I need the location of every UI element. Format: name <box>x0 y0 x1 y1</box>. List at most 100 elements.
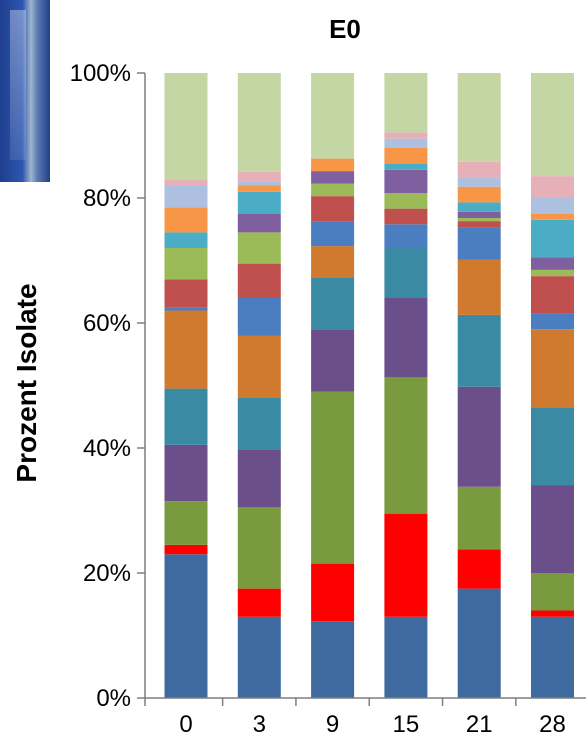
bar-segment-9-7 <box>311 221 355 247</box>
bar-segment-21-remainder <box>457 73 501 162</box>
bar-segment-9-10 <box>311 171 355 184</box>
bar-segment-3-9 <box>237 232 281 264</box>
y-axis-label: Prozent Isolate <box>11 283 42 482</box>
y-tick-label: 20% <box>83 560 131 587</box>
bar-segment-21-10 <box>457 211 501 218</box>
bar-segment-28-4 <box>531 485 574 573</box>
bar-segment-21-13 <box>457 177 501 187</box>
bar-segment-0-3 <box>164 501 208 545</box>
bar-segment-21-7 <box>457 227 501 260</box>
bar-segment-3-3 <box>237 507 281 589</box>
bar-segment-15-14 <box>384 132 428 139</box>
x-tick-label: 3 <box>253 711 266 738</box>
y-tick-label: 100% <box>70 60 131 87</box>
bar-segment-28-7 <box>531 313 574 330</box>
x-tick-label: 0 <box>179 711 192 738</box>
bar-segment-15-4 <box>384 298 428 378</box>
bar-segment-3-8 <box>237 263 281 298</box>
bar-segment-21-8 <box>457 221 501 228</box>
bar-segment-3-11 <box>237 191 281 214</box>
bar-segment-0-13 <box>164 185 208 208</box>
bar-segment-0-11 <box>164 232 208 248</box>
bar-segment-21-5 <box>457 314 501 387</box>
bar-segment-28-remainder <box>531 73 574 177</box>
bar-segment-15-9 <box>384 193 428 209</box>
bar-segment-28-9 <box>531 269 574 277</box>
x-tick-label: 9 <box>326 711 339 738</box>
bar-segment-9-8 <box>311 196 355 222</box>
bar-segment-0-7 <box>164 307 208 311</box>
bar-segment-9-5 <box>311 277 355 330</box>
bar-segment-15-7 <box>384 224 428 248</box>
bar-segment-3-2 <box>237 588 281 617</box>
chart-title: E0 <box>329 14 361 44</box>
bar-segment-0-6 <box>164 310 208 389</box>
y-tick-label: 60% <box>83 310 131 337</box>
bar-segment-9-4 <box>311 329 355 392</box>
bar-segment-3-5 <box>237 398 281 450</box>
bar-segment-3-12 <box>237 185 281 192</box>
bar-segment-3-14 <box>237 171 281 182</box>
bar-segment-21-4 <box>457 386 501 487</box>
bar-segment-3-10 <box>237 213 281 233</box>
bar-segment-0-5 <box>164 388 208 445</box>
bar-segment-28-12 <box>531 213 574 220</box>
bar-segment-0-8 <box>164 279 208 308</box>
bar-segment-21-2 <box>457 549 501 589</box>
bar-segment-9-2 <box>311 563 355 622</box>
bar-segment-28-6 <box>531 329 574 408</box>
bar-segment-3-4 <box>237 449 281 508</box>
x-tick-label: 15 <box>393 711 420 738</box>
bar-segment-21-14 <box>457 161 501 178</box>
bar-segment-28-13 <box>531 198 574 214</box>
x-tick-label: 21 <box>466 711 493 738</box>
bar-segment-9-6 <box>311 246 355 278</box>
bar-segment-3-13 <box>237 181 281 186</box>
bar-segment-3-remainder <box>237 73 281 172</box>
bar-segment-21-12 <box>457 186 501 203</box>
y-tick-label: 80% <box>83 185 131 212</box>
bar-segment-0-4 <box>164 444 208 502</box>
bar-segment-9-9 <box>311 183 355 197</box>
bar-segment-28-14 <box>531 176 574 198</box>
bar-segment-0-9 <box>164 248 208 280</box>
bar-segment-28-11 <box>531 219 574 258</box>
bar-segment-3-7 <box>237 298 281 336</box>
bar-segment-15-2 <box>384 513 428 617</box>
bar-segment-28-3 <box>531 573 574 611</box>
bar-segment-3-6 <box>237 335 281 398</box>
bar-segment-15-remainder <box>384 73 428 133</box>
bar-segment-9-12 <box>311 158 355 172</box>
x-tick-label: 28 <box>539 711 566 738</box>
bar-segment-0-1 <box>164 554 208 698</box>
bars-group <box>164 73 574 698</box>
y-tick-label: 40% <box>83 435 131 462</box>
bar-segment-21-3 <box>457 486 501 550</box>
bar-segment-28-10 <box>531 257 574 270</box>
bar-segment-28-8 <box>531 276 574 314</box>
bar-segment-15-12 <box>384 148 428 164</box>
bar-segment-28-2 <box>531 610 574 617</box>
bar-segment-28-5 <box>531 407 574 486</box>
bar-segment-21-6 <box>457 259 501 315</box>
y-tick-label: 0% <box>96 685 131 712</box>
bar-segment-0-remainder <box>164 73 208 180</box>
bar-segment-0-2 <box>164 544 208 555</box>
bar-segment-3-1 <box>237 616 281 698</box>
bar-segment-15-11 <box>384 163 428 170</box>
bar-segment-15-3 <box>384 377 428 514</box>
bar-segment-0-12 <box>164 207 208 233</box>
bar-segment-21-1 <box>457 588 501 698</box>
bar-segment-28-1 <box>531 616 574 698</box>
axes-group: 0 3 9 15 21 28 0% 20% 40% 60% 80% 100% <box>70 60 586 738</box>
bar-segment-15-8 <box>384 208 428 225</box>
bar-segment-15-10 <box>384 169 428 193</box>
bar-segment-21-11 <box>457 202 501 212</box>
bar-segment-9-3 <box>311 391 355 564</box>
bar-segment-9-1 <box>311 621 355 698</box>
bar-segment-9-remainder <box>311 73 355 159</box>
photo-fragment <box>0 0 50 182</box>
bar-segment-15-13 <box>384 138 428 148</box>
bar-segment-15-5 <box>384 248 428 298</box>
